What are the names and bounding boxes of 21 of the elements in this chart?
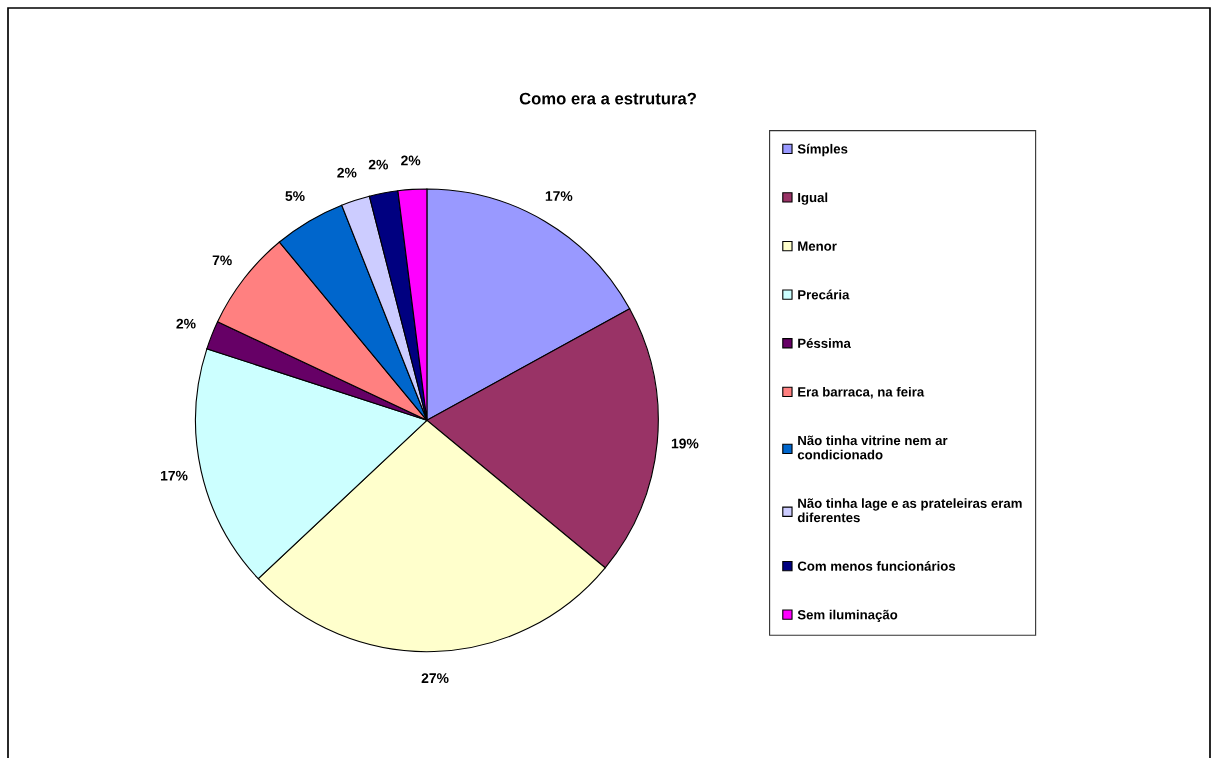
legend-label: Igual — [798, 192, 828, 205]
data-label: 7% — [212, 255, 232, 266]
data-label: 2% — [401, 155, 421, 166]
legend-label: Era barraca, na feira — [798, 386, 925, 399]
data-label: 2% — [176, 318, 196, 329]
data-label: 17% — [160, 470, 188, 481]
legend-label: Menor — [798, 241, 837, 251]
data-label: 2% — [368, 159, 389, 170]
data-label: 2% — [337, 167, 357, 178]
legend-label: Não tinha vitrine nem ar condicionado — [797, 435, 948, 460]
chart-title: Como era a estrutura? — [519, 92, 696, 105]
data-label: 19% — [671, 438, 699, 449]
data-label: 17% — [545, 191, 573, 201]
legend-label: Precária — [798, 289, 850, 300]
legend-label: Com menos funcionários — [797, 561, 956, 571]
legend-label: Símples — [797, 143, 848, 157]
legend-label: Não tinha lage e as prateleiras eram diferentes — [797, 498, 1022, 523]
data-label: 27% — [421, 673, 449, 684]
data-label: 5% — [285, 191, 305, 201]
legend-label: Péssima — [798, 338, 851, 348]
legend-label: Sem iluminação — [797, 609, 898, 623]
